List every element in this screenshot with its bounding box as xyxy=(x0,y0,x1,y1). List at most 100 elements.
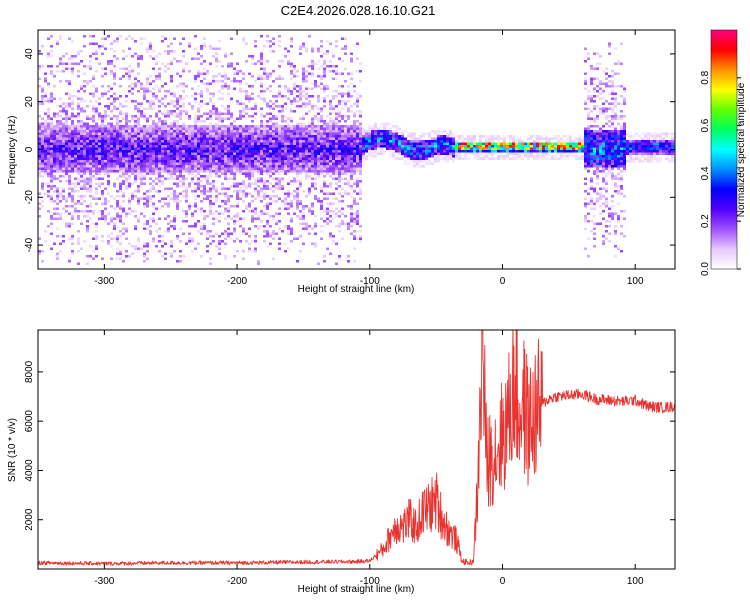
heatmap-cell xyxy=(311,177,314,180)
heatmap-cell xyxy=(44,170,47,173)
heatmap-cell xyxy=(212,107,215,110)
heatmap-cell xyxy=(47,82,50,85)
heatmap-cell xyxy=(293,140,296,143)
heatmap-cell xyxy=(116,142,119,145)
heatmap-cell xyxy=(320,167,323,170)
heatmap-cell xyxy=(272,142,275,145)
heatmap-cell xyxy=(62,107,65,110)
heatmap-cell xyxy=(293,132,296,135)
heatmap-cell xyxy=(152,80,155,83)
heatmap-cell xyxy=(227,110,230,113)
heatmap-cell xyxy=(287,192,290,195)
heatmap-cell xyxy=(146,167,149,170)
heatmap-cell xyxy=(302,122,305,125)
heatmap-cell xyxy=(227,165,230,168)
heatmap-cell xyxy=(167,90,170,93)
heatmap-cell xyxy=(131,87,134,90)
heatmap-cell xyxy=(119,182,122,185)
heatmap-cell xyxy=(158,177,161,180)
heatmap-cell xyxy=(56,212,59,215)
heatmap-cell xyxy=(155,75,158,78)
heatmap-cell xyxy=(119,207,122,210)
heatmap-cell xyxy=(263,130,266,133)
heatmap-cell xyxy=(182,127,185,130)
heatmap-cell xyxy=(83,132,86,135)
heatmap-cell xyxy=(176,207,179,210)
heatmap-cell xyxy=(68,142,71,145)
heatmap-cell xyxy=(266,185,269,188)
heatmap-cell xyxy=(71,62,74,65)
heatmap-cell xyxy=(65,157,68,160)
heatmap-cell xyxy=(143,162,146,165)
heatmap-cell xyxy=(203,152,206,155)
heatmap-cell xyxy=(209,152,212,155)
heatmap-cell xyxy=(38,165,41,168)
heatmap-cell xyxy=(320,152,323,155)
heatmap-cell xyxy=(71,235,74,238)
heatmap-cell xyxy=(149,195,152,198)
heatmap-cell xyxy=(68,67,71,70)
heatmap-cell xyxy=(77,97,80,100)
heatmap-cell xyxy=(224,140,227,143)
heatmap-cell xyxy=(161,245,164,248)
heatmap-cell xyxy=(326,192,329,195)
heatmap-cell xyxy=(176,107,179,110)
heatmap-cell xyxy=(56,257,59,260)
heatmap-cell xyxy=(290,202,293,205)
heatmap-cell xyxy=(263,162,266,165)
heatmap-cell xyxy=(56,152,59,155)
heatmap-cell xyxy=(212,202,215,205)
heatmap-cell xyxy=(59,127,62,130)
heatmap-cell xyxy=(203,222,206,225)
heatmap-cell xyxy=(167,142,170,145)
heatmap-cell xyxy=(167,222,170,225)
heatmap-cell xyxy=(146,142,149,145)
heatmap-cell xyxy=(203,72,206,75)
heatmap-cell xyxy=(422,150,425,153)
heatmap-cell xyxy=(284,160,287,163)
heatmap-cell xyxy=(296,187,299,190)
heatmap-cell xyxy=(164,140,167,143)
heatmap-cell xyxy=(137,177,140,180)
heatmap-cell xyxy=(251,97,254,100)
heatmap-cell xyxy=(83,170,86,173)
heatmap-cell xyxy=(161,35,164,38)
heatmap-cell xyxy=(215,140,218,143)
heatmap-cell xyxy=(269,225,272,228)
heatmap-cell xyxy=(290,137,293,140)
heatmap-cell xyxy=(296,105,299,108)
heatmap-cell xyxy=(239,125,242,128)
heatmap-cell xyxy=(494,147,497,150)
heatmap-cell xyxy=(233,142,236,145)
heatmap-cell xyxy=(227,140,230,143)
heatmap-cell xyxy=(194,130,197,133)
heatmap-cell xyxy=(395,132,398,135)
heatmap-cell xyxy=(272,50,275,53)
heatmap-cell xyxy=(221,137,224,140)
heatmap-cell xyxy=(89,175,92,178)
heatmap-cell xyxy=(284,202,287,205)
heatmap-cell xyxy=(398,127,401,130)
heatmap-cell xyxy=(122,192,125,195)
heatmap-cell xyxy=(92,92,95,95)
heatmap-cell xyxy=(74,210,77,213)
heatmap-cell xyxy=(437,137,440,140)
heatmap-cell xyxy=(110,160,113,163)
heatmap-cell xyxy=(110,102,113,105)
heatmap-cell xyxy=(47,97,50,100)
heatmap-cell xyxy=(155,145,158,148)
heatmap-cell xyxy=(440,147,443,150)
heatmap-cell xyxy=(155,177,158,180)
heatmap-cell xyxy=(44,162,47,165)
heatmap-cell xyxy=(284,145,287,148)
heatmap-cell xyxy=(350,232,353,235)
heatmap-cell xyxy=(332,157,335,160)
heatmap-cell xyxy=(119,35,122,38)
heatmap-cell xyxy=(101,240,104,243)
heatmap-cell xyxy=(176,127,179,130)
heatmap-cell xyxy=(227,142,230,145)
heatmap-cell xyxy=(221,80,224,83)
heatmap-cell xyxy=(86,155,89,158)
heatmap-cell xyxy=(245,157,248,160)
heatmap-cell xyxy=(128,140,131,143)
